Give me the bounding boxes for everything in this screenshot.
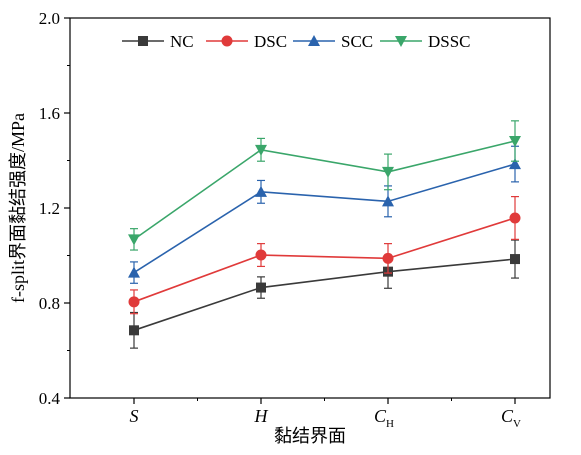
x-tick-label-subscript: V [513,418,521,430]
data-point [510,254,520,264]
plot-frame [70,18,550,398]
series-scc [128,146,521,283]
legend-item-nc: NC [122,32,194,51]
legend: NC DSC SCC DSSC [122,32,471,51]
series-line [134,259,515,330]
data-point [383,253,394,264]
legend-label: NC [170,32,194,51]
data-point [256,283,266,293]
series-group [128,121,521,348]
x-tick-label-subscript: H [386,418,394,430]
y-tick-label: 1.2 [39,199,60,218]
y-tick-label: 2.0 [39,9,60,28]
data-point [382,167,394,178]
series-line [134,141,515,239]
data-point [129,296,140,307]
x-tick-label: S [130,406,139,426]
legend-item-dsc: DSC [206,32,287,51]
y-tick-label: 1.6 [39,104,60,123]
data-point [255,186,267,197]
x-tick-label: H [254,406,269,426]
data-point [128,234,140,245]
x-tick-label: CH [374,406,394,430]
data-point [256,250,267,261]
x-tick-label: CV [501,406,521,430]
legend-label: SCC [341,32,373,51]
y-tick-label: 0.8 [39,294,60,313]
x-axis-title: 黏结界面 [274,426,346,446]
series-line [134,218,515,302]
legend-item-scc: SCC [293,32,373,51]
y-axis: 0.4 0.8 1.2 1.6 2.0 [39,9,70,408]
data-point [510,212,521,223]
data-point [129,325,139,335]
data-point [128,267,140,278]
legend-item-dssc: DSSC [380,32,471,51]
y-axis-title: f-split界面黏结强度/MPa [8,113,28,303]
series-dssc [128,121,521,250]
series-dsc [129,197,521,314]
legend-label: DSSC [428,32,471,51]
y-tick-label: 0.4 [39,389,61,408]
legend-marker [222,36,233,47]
legend-label: DSC [254,32,287,51]
legend-marker [138,36,148,46]
plot-area [70,18,550,398]
